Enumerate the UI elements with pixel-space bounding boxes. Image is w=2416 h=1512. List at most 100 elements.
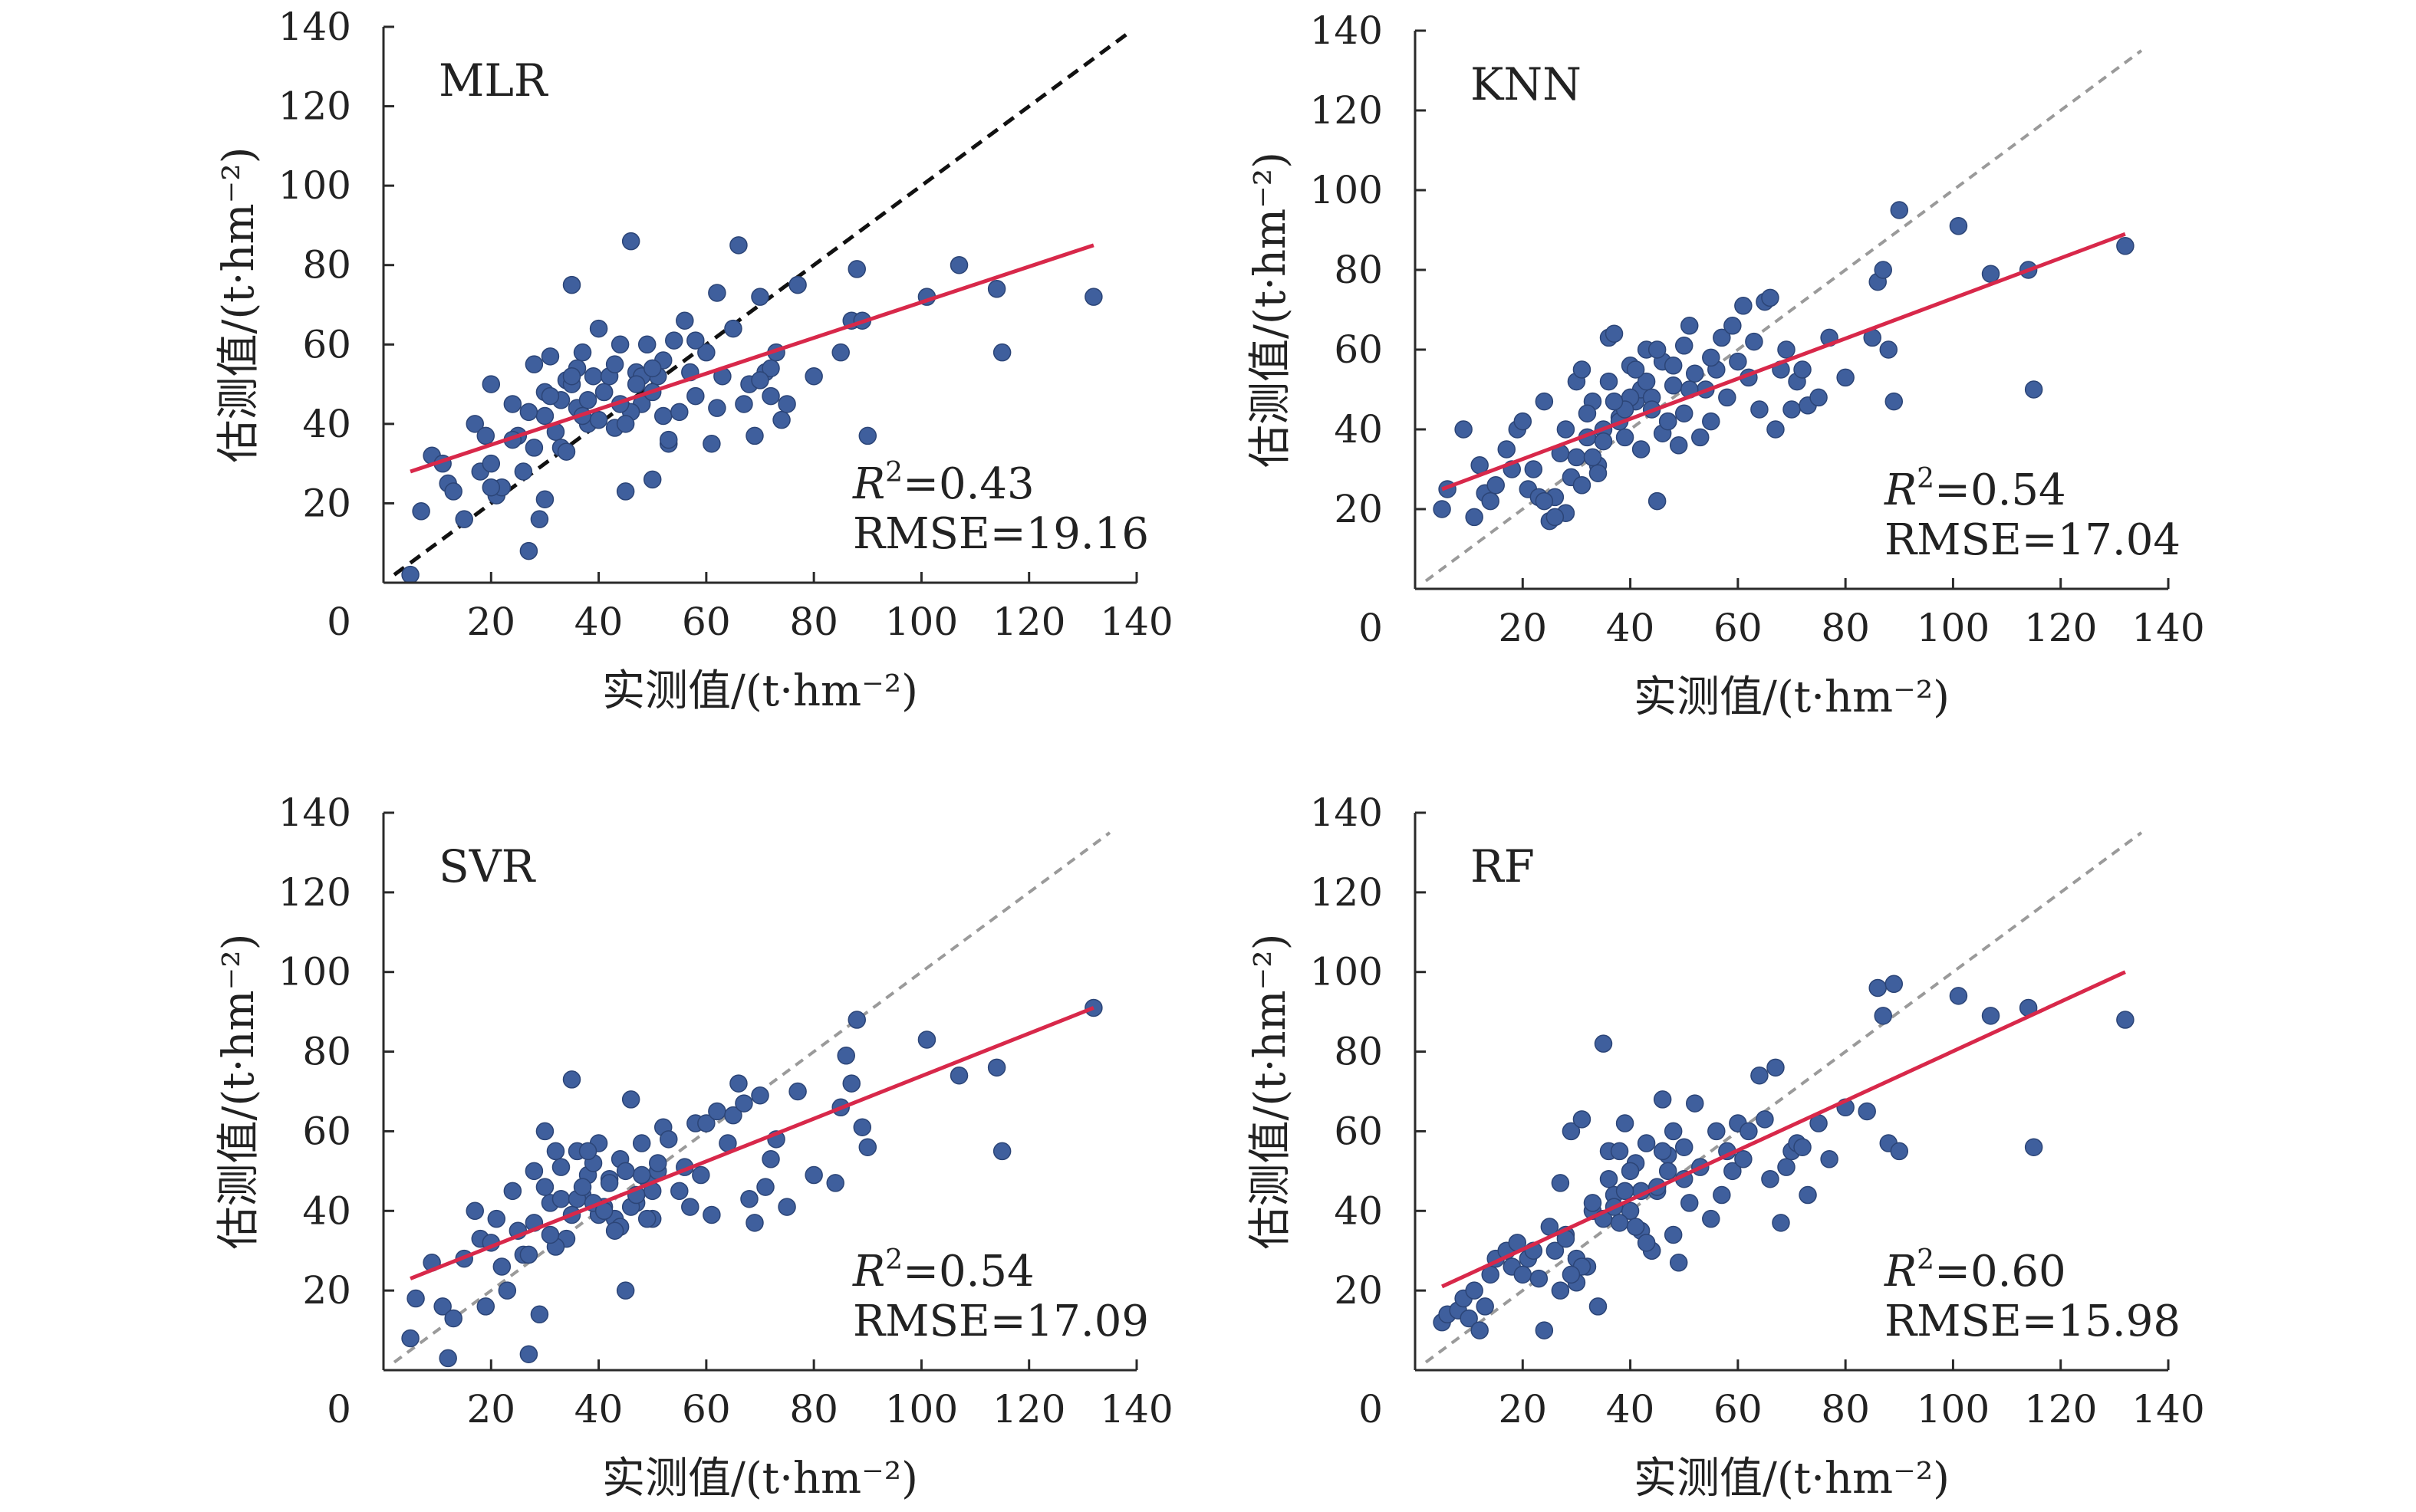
mlr-point <box>482 478 501 497</box>
svr-x-tick-label: 20 <box>466 1387 515 1431</box>
svr-point <box>708 1102 726 1121</box>
knn-y-tick-label: 20 <box>1334 487 1383 531</box>
mlr-point <box>831 343 850 362</box>
knn-point <box>1497 440 1516 459</box>
mlr-point <box>1085 288 1103 306</box>
svr-point <box>487 1209 506 1228</box>
mlr-r2-superscript: 2 <box>885 457 903 488</box>
knn-point <box>1454 420 1473 439</box>
rf-point <box>1535 1321 1554 1339</box>
rf-point <box>1702 1209 1720 1228</box>
mlr-point <box>762 359 780 378</box>
svr-point <box>600 1174 619 1192</box>
knn-point <box>2116 237 2135 255</box>
mlr-point <box>665 331 683 350</box>
mlr-point <box>519 403 538 422</box>
mlr-point <box>530 510 549 528</box>
svr-point <box>562 1070 581 1089</box>
svr-x-tick-label: 140 <box>1100 1387 1173 1431</box>
svr-point <box>660 1130 678 1149</box>
rf-point <box>1868 978 1887 998</box>
mlr-point <box>746 426 764 445</box>
rf-point <box>1470 1321 1489 1339</box>
mlr-point <box>751 371 769 390</box>
mlr-point <box>584 366 603 386</box>
knn-x-tick-label: 0 <box>1358 606 1383 650</box>
mlr-y-tick-label: 140 <box>278 5 351 49</box>
knn-point <box>1766 420 1785 439</box>
rf-rmse-text: RMSE=15.98 <box>1884 1297 2181 1346</box>
rf-point <box>1707 1122 1726 1141</box>
knn-point <box>1809 388 1828 407</box>
knn-point <box>1793 360 1812 379</box>
knn-point <box>1637 372 1656 391</box>
rf-y-axis-title: 估测值/(t·hm⁻²) <box>1246 933 1295 1249</box>
mlr-point <box>848 260 867 278</box>
rf-x-tick-label: 80 <box>1821 1387 1870 1431</box>
mlr-point <box>476 426 495 445</box>
rf-x-tick-label: 100 <box>1917 1387 1990 1431</box>
rf-fit-line <box>1441 970 2126 1289</box>
svr-point <box>756 1178 775 1196</box>
rf-point <box>1626 1218 1645 1236</box>
knn-point <box>1836 368 1855 387</box>
knn-point <box>1535 491 1554 511</box>
mlr-point <box>724 319 742 338</box>
knn-point <box>1685 364 1704 383</box>
rf-point <box>1588 1297 1608 1316</box>
knn-point <box>1605 392 1624 411</box>
mlr-point <box>858 426 877 445</box>
svr-point <box>407 1289 425 1308</box>
rf-x-tick-label: 140 <box>2131 1387 2204 1431</box>
svr-point <box>778 1198 796 1216</box>
knn-point <box>1567 448 1586 467</box>
svr-x-tick-label: 100 <box>885 1387 958 1431</box>
rf-point <box>1637 1234 1656 1252</box>
rf-r2-text: R2=0.60 <box>1884 1244 2066 1297</box>
rf-point <box>1615 1182 1634 1201</box>
mlr-point <box>616 415 635 433</box>
svr-panel-label: SVR <box>439 840 537 892</box>
mlr-r2-symbol: R <box>852 459 885 509</box>
panel-mlr: 0 20 40 60 80 100 120 140 20 40 60 80 100 120 140 实测值/(… <box>214 5 1173 716</box>
svr-point <box>751 1086 769 1105</box>
mlr-point <box>578 391 597 409</box>
knn-y-tick-label: 120 <box>1310 88 1383 133</box>
knn-point <box>1513 412 1532 431</box>
panel-svr: 0 20 40 60 80 100 120 140 20 40 60 80 100 120 140 实测值/(… <box>214 791 1173 1504</box>
mlr-point <box>788 275 807 294</box>
svr-point <box>616 1162 635 1181</box>
rf-y-tick-label: 140 <box>1310 791 1383 835</box>
rf-point <box>1460 1309 1478 1328</box>
rf-point <box>1615 1114 1634 1132</box>
mlr-y-tick-label: 60 <box>302 322 351 366</box>
mlr-point <box>643 359 662 378</box>
rf-point <box>1723 1162 1742 1181</box>
svr-point <box>535 1178 555 1196</box>
svr-point <box>519 1345 538 1363</box>
knn-point <box>1669 436 1688 455</box>
rf-point <box>1562 1265 1581 1284</box>
rf-panel-label: RF <box>1470 840 1535 892</box>
knn-point <box>1949 217 1968 235</box>
knn-point <box>1702 412 1720 431</box>
knn-point <box>1890 201 1909 219</box>
knn-r2-value: =0.54 <box>1934 465 2066 515</box>
svr-point <box>826 1174 844 1192</box>
rf-point <box>1756 1110 1774 1129</box>
svr-point <box>503 1182 522 1201</box>
rf-point <box>1551 1281 1570 1300</box>
svr-point <box>735 1094 753 1113</box>
svr-point <box>848 1011 867 1029</box>
mlr-point <box>589 410 608 429</box>
mlr-x-tick-label: 120 <box>992 600 1065 644</box>
mlr-point <box>589 319 608 338</box>
svr-point <box>637 1209 657 1228</box>
knn-point <box>1433 500 1451 518</box>
mlr-point <box>708 284 726 302</box>
knn-point <box>1631 440 1651 459</box>
knn-point <box>1647 491 1667 511</box>
svr-point <box>541 1225 560 1244</box>
knn-y-axis-title: 估测值/(t·hm⁻²) <box>1246 152 1295 468</box>
knn-point <box>1599 372 1618 391</box>
